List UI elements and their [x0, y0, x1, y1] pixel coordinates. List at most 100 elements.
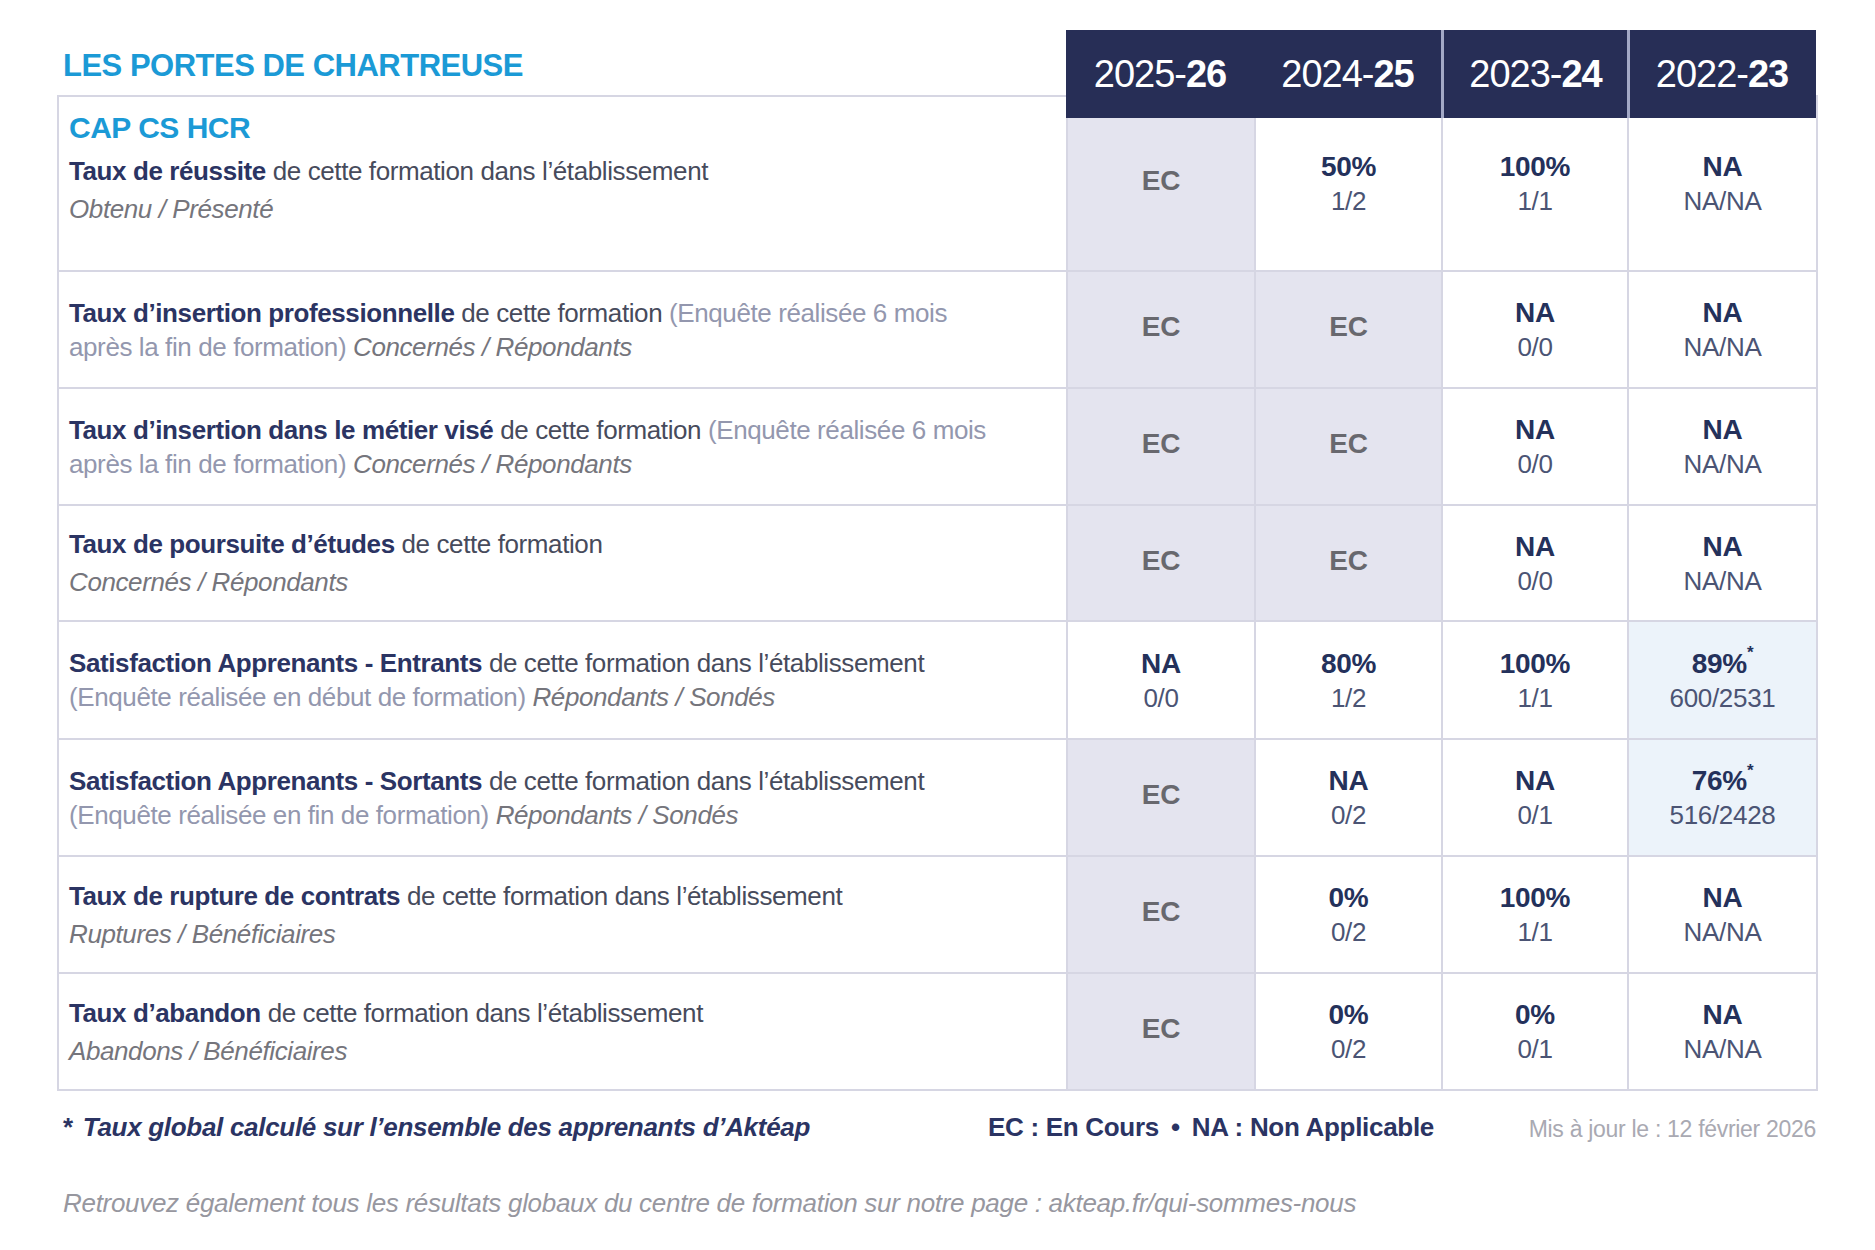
row-desc: de cette formation: [500, 415, 701, 445]
value-main: 100%: [1500, 152, 1570, 182]
row-title: Satisfaction Apprenants - Sortants: [69, 766, 482, 796]
year-header: 2025-26 2024-25 2023-24 2022-23: [1066, 30, 1816, 118]
row-desc: de cette formation: [402, 529, 603, 559]
value-sub: 0/0: [1517, 567, 1552, 595]
value-main: NA: [1515, 532, 1555, 562]
row-paren: (Enquête réalisée en fin de formation): [69, 800, 489, 830]
value-cell: EC: [1068, 857, 1256, 974]
value-percent: 89%: [1692, 648, 1747, 679]
value-sub: 1/1: [1517, 684, 1552, 712]
value-cell: EC: [1068, 506, 1256, 622]
table-row: Satisfaction Apprenants - Entrants de ce…: [59, 622, 1816, 740]
value-main: 100%: [1500, 883, 1570, 913]
value-sub: NA/NA: [1684, 333, 1762, 361]
value-cell: NANA/NA: [1629, 272, 1816, 389]
row-title: Satisfaction Apprenants - Entrants: [69, 648, 482, 678]
value-sub: 0/0: [1143, 684, 1178, 712]
value-main: NA: [1329, 766, 1369, 796]
bottom-info-text: Retrouvez également tous les résultats g…: [63, 1188, 1049, 1218]
value-sub: NA/NA: [1684, 567, 1762, 595]
row-label-abandon: Taux d’abandon de cette formation dans l…: [59, 974, 1068, 1089]
value-main: EC: [1329, 429, 1367, 459]
footnote-global-rate: *Taux global calculé sur l’ensemble des …: [63, 1112, 810, 1143]
year-suffix: 26: [1186, 53, 1226, 96]
table-row: Taux d’abandon de cette formation dans l…: [59, 974, 1816, 1089]
row-label-taux-de-reussite: CAP CS HCR Taux de réussite de cette for…: [59, 97, 1068, 272]
year-column-2025-26: 2025-26: [1066, 30, 1254, 118]
value-main: NA: [1703, 883, 1743, 913]
row-sub: Répondants / Sondés: [532, 682, 774, 712]
value-main: EC: [1142, 780, 1180, 810]
value-main: EC: [1329, 546, 1367, 576]
table-row: CAP CS HCR Taux de réussite de cette for…: [59, 97, 1816, 272]
value-cell: NA NA/NA: [1629, 857, 1816, 974]
year-column-2023-24: 2023-24: [1441, 30, 1627, 118]
legend: EC : En Cours•NA : Non Applicable: [988, 1112, 1434, 1143]
row-paren: (Enquête réalisée en début de formation): [69, 682, 526, 712]
row-desc: de cette formation dans l’établissement: [268, 998, 703, 1028]
year-suffix: 24: [1561, 53, 1601, 96]
row-title: Taux de poursuite d’études: [69, 529, 395, 559]
row-label-satisfaction-entrants: Satisfaction Apprenants - Entrants de ce…: [59, 622, 1068, 740]
year-prefix: 2023-: [1469, 53, 1561, 96]
row-sub: Concernés / Répondants: [353, 449, 632, 479]
value-sub: NA/NA: [1684, 450, 1762, 478]
value-main: 76%*: [1692, 766, 1753, 796]
year-prefix: 2024-: [1281, 53, 1373, 96]
results-table: CAP CS HCR Taux de réussite de cette for…: [57, 95, 1818, 1091]
value-main: EC: [1142, 897, 1180, 927]
row-sub: Obtenu / Présenté: [69, 192, 1011, 226]
table-row: Satisfaction Apprenants - Sortants de ce…: [59, 740, 1816, 857]
value-cell: EC: [1068, 97, 1256, 272]
row-title: Taux d’insertion dans le métier visé: [69, 415, 493, 445]
table-row: Taux de rupture de contrats de cette for…: [59, 857, 1816, 974]
value-cell-highlighted: 89%*600/2531: [1629, 622, 1816, 740]
value-sub: NA/NA: [1684, 918, 1762, 946]
value-sub: 600/2531: [1669, 684, 1775, 712]
value-sub: 0/0: [1517, 333, 1552, 361]
value-cell: 80%1/2: [1256, 622, 1443, 740]
legend-na: NA : Non Applicable: [1192, 1112, 1434, 1142]
value-main: EC: [1142, 1014, 1180, 1044]
value-main: EC: [1142, 312, 1180, 342]
row-sub: Concernés / Répondants: [69, 565, 1011, 599]
last-updated: Mis à jour le : 12 février 2026: [1529, 1116, 1816, 1143]
row-sub: Ruptures / Bénéficiaires: [69, 917, 1011, 951]
value-main: NA: [1515, 298, 1555, 328]
row-label-satisfaction-sortants: Satisfaction Apprenants - Sortants de ce…: [59, 740, 1068, 857]
value-main: EC: [1329, 312, 1367, 342]
legend-separator: •: [1171, 1112, 1180, 1142]
row-sub: Abandons / Bénéficiaires: [69, 1034, 1011, 1068]
row-desc: de cette formation: [461, 298, 662, 328]
value-sub: 1/2: [1331, 187, 1366, 215]
value-cell: EC: [1256, 389, 1443, 506]
row-label-rupture-contrats: Taux de rupture de contrats de cette for…: [59, 857, 1068, 974]
results-sheet: LES PORTES DE CHARTREUSE 2025-26 2024-25…: [0, 0, 1875, 1250]
value-cell: 100%1/1: [1443, 97, 1629, 272]
value-main: NA: [1515, 766, 1555, 796]
value-main: EC: [1142, 546, 1180, 576]
table-row: Taux d’insertion professionnelle de cett…: [59, 272, 1816, 389]
value-cell: 0%0/2: [1256, 857, 1443, 974]
value-cell: NANA/NA: [1629, 97, 1816, 272]
value-cell: EC: [1068, 272, 1256, 389]
website-link[interactable]: akteap.fr/qui-sommes-nous: [1049, 1188, 1357, 1218]
value-cell: 0%0/1: [1443, 974, 1629, 1089]
footnote-text: Taux global calculé sur l’ensemble des a…: [83, 1112, 810, 1142]
value-sub: 0/1: [1517, 801, 1552, 829]
value-cell: NA 0/0: [1443, 506, 1629, 622]
value-sub: 0/2: [1331, 918, 1366, 946]
row-title: Taux d’insertion professionnelle: [69, 298, 454, 328]
row-label-poursuite-etudes: Taux de poursuite d’études de cette form…: [59, 506, 1068, 622]
value-main: NA: [1703, 1000, 1743, 1030]
table-row: Taux de poursuite d’études de cette form…: [59, 506, 1816, 622]
value-cell: NA0/0: [1068, 622, 1256, 740]
year-column-2022-23: 2022-23: [1627, 30, 1814, 118]
row-label-insertion-metier-vise: Taux d’insertion dans le métier visé de …: [59, 389, 1068, 506]
value-cell: EC: [1068, 974, 1256, 1089]
value-main: 0%: [1515, 1000, 1555, 1030]
value-cell: EC: [1256, 272, 1443, 389]
value-cell: EC: [1256, 506, 1443, 622]
row-title: Taux de rupture de contrats: [69, 881, 400, 911]
value-cell: 100%1/1: [1443, 857, 1629, 974]
